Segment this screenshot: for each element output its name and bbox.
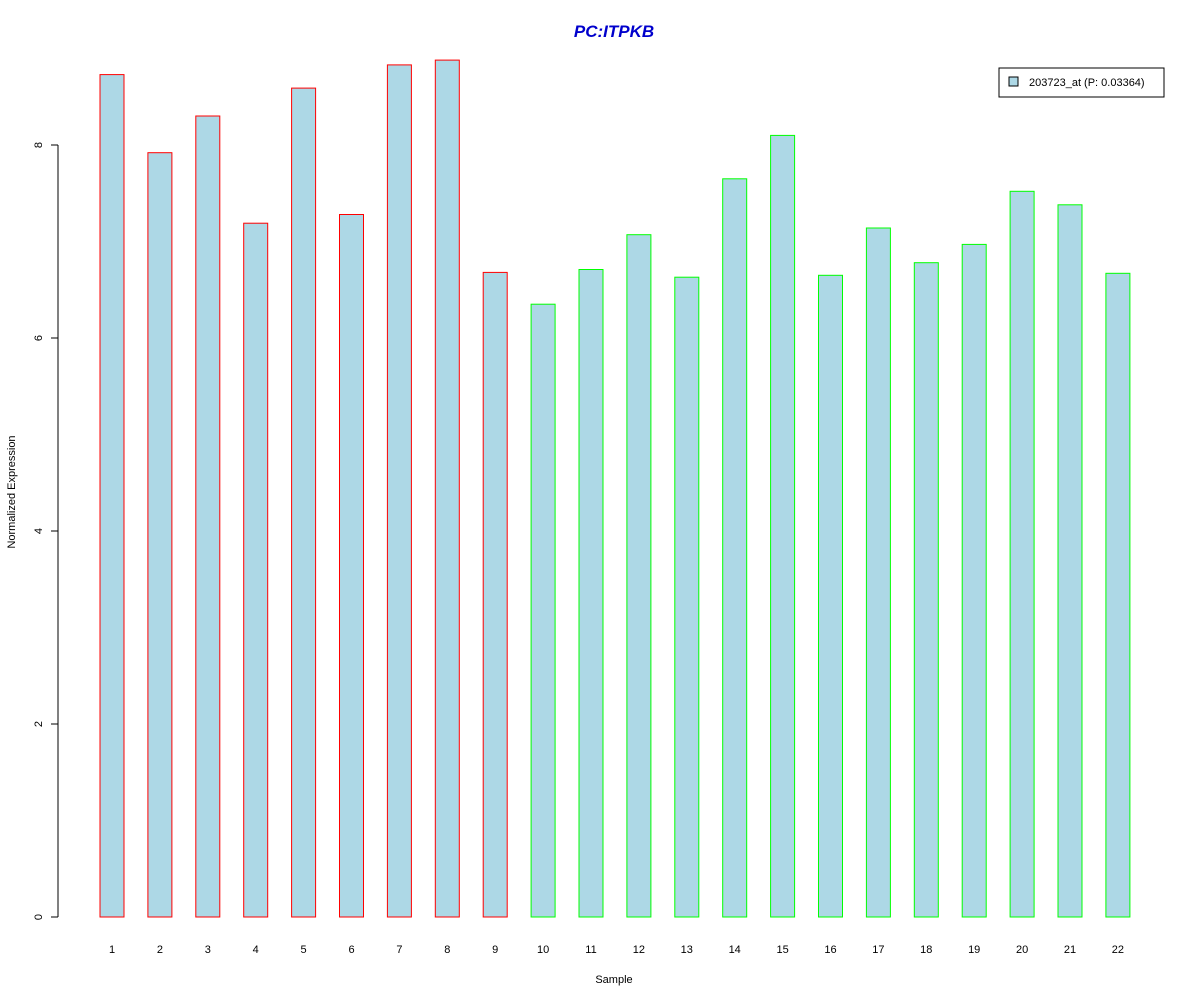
legend-entry-label: 203723_at (P: 0.03364)	[1029, 77, 1145, 89]
x-tick-label: 10	[537, 944, 549, 956]
bar-sample-12	[626, 234, 652, 918]
x-tick-label: 19	[968, 944, 980, 956]
bar-sample-11	[578, 269, 604, 918]
x-tick-label: 22	[1112, 944, 1124, 956]
x-tick-label: 4	[253, 944, 259, 956]
bar-sample-2	[147, 152, 173, 918]
y-axis: 0 2 4 6 8	[33, 142, 59, 920]
x-tick-label: 20	[1016, 944, 1028, 956]
bar-sample-7	[386, 64, 412, 918]
x-tick-label: 16	[824, 944, 836, 956]
bar-sample-16	[818, 274, 843, 918]
x-tick-label: 2	[157, 944, 163, 956]
bar-sample-3	[195, 115, 221, 918]
bar-sample-22	[1105, 272, 1131, 918]
x-tick-labels: 1 2 3 4 5 6 7 8 9 10 11 12 13 14 15 16 17 18 19 20 21 22	[109, 944, 1124, 956]
bar-sample-18	[913, 262, 939, 918]
x-tick-label: 5	[301, 944, 307, 956]
y-tick-label: 4	[33, 528, 45, 534]
x-tick-label: 18	[920, 944, 932, 956]
x-tick-label: 13	[681, 944, 693, 956]
bar-sample-17	[865, 227, 891, 918]
y-tick-label: 8	[33, 142, 45, 148]
bar-sample-15	[770, 134, 796, 918]
y-tick-label: 6	[33, 335, 45, 341]
bar-sample-19	[961, 243, 987, 918]
bar-sample-8	[434, 59, 460, 918]
y-tick-label: 2	[33, 721, 45, 727]
bars-group	[99, 59, 1131, 918]
x-tick-label: 7	[396, 944, 402, 956]
x-axis-label: Sample	[595, 974, 632, 986]
bar-sample-6	[339, 214, 364, 918]
bar-sample-14	[722, 178, 748, 918]
x-tick-label: 1	[109, 944, 115, 956]
bar-sample-20	[1009, 190, 1035, 918]
legend-box	[998, 67, 1165, 98]
x-tick-label: 21	[1064, 944, 1076, 956]
x-tick-label: 3	[205, 944, 211, 956]
bar-sample-9	[482, 271, 508, 918]
x-tick-label: 14	[729, 944, 741, 956]
bar-sample-4	[243, 222, 269, 918]
x-tick-label: 15	[776, 944, 788, 956]
x-tick-label: 8	[444, 944, 450, 956]
x-tick-label: 12	[633, 944, 645, 956]
x-tick-label: 11	[585, 944, 596, 956]
x-tick-label: 9	[492, 944, 498, 956]
chart-title: PC:ITPKB	[574, 22, 654, 41]
bar-sample-21	[1057, 204, 1083, 918]
y-axis-label: Normalized Expression	[6, 435, 18, 548]
bar-sample-13	[674, 276, 700, 918]
legend-swatch	[1008, 76, 1019, 87]
x-tick-label: 6	[348, 944, 354, 956]
bar-sample-10	[530, 303, 556, 918]
y-tick-label: 0	[33, 914, 45, 920]
x-tick-label: 17	[872, 944, 884, 956]
legend: 203723_at (P: 0.03364)	[998, 67, 1165, 98]
bar-sample-1	[99, 74, 125, 918]
bar-sample-5	[291, 87, 317, 918]
